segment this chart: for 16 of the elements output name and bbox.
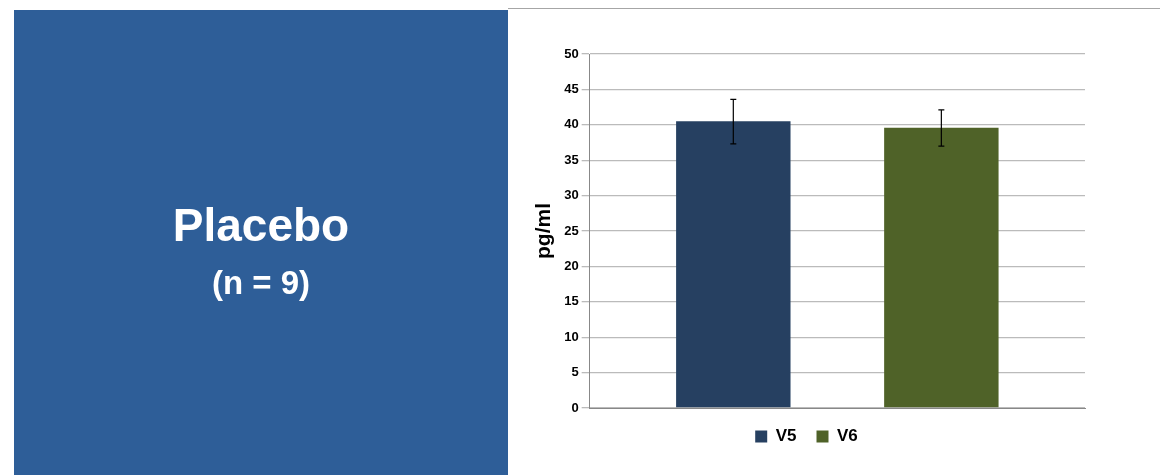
y-tick-label: 5: [571, 364, 579, 380]
y-tick-label: 10: [564, 328, 579, 344]
y-tick-label: 40: [564, 116, 579, 132]
y-tick-label: 45: [564, 80, 579, 96]
y-tick-label: 25: [564, 222, 579, 238]
y-tick-label: 20: [564, 257, 579, 273]
text: Placebo: [171, 198, 351, 252]
y-tick-label: 0: [571, 399, 579, 415]
y-axis-title: pg/ml: [531, 203, 555, 259]
y-tick-label: 15: [564, 293, 579, 309]
y-tick-label: 30: [564, 187, 579, 203]
legend-label: V6: [837, 426, 858, 446]
legend-label: V5: [775, 426, 797, 446]
text: (n = 9): [210, 264, 312, 302]
y-tick-label: 50: [564, 45, 579, 61]
y-tick-label: 35: [564, 151, 579, 167]
